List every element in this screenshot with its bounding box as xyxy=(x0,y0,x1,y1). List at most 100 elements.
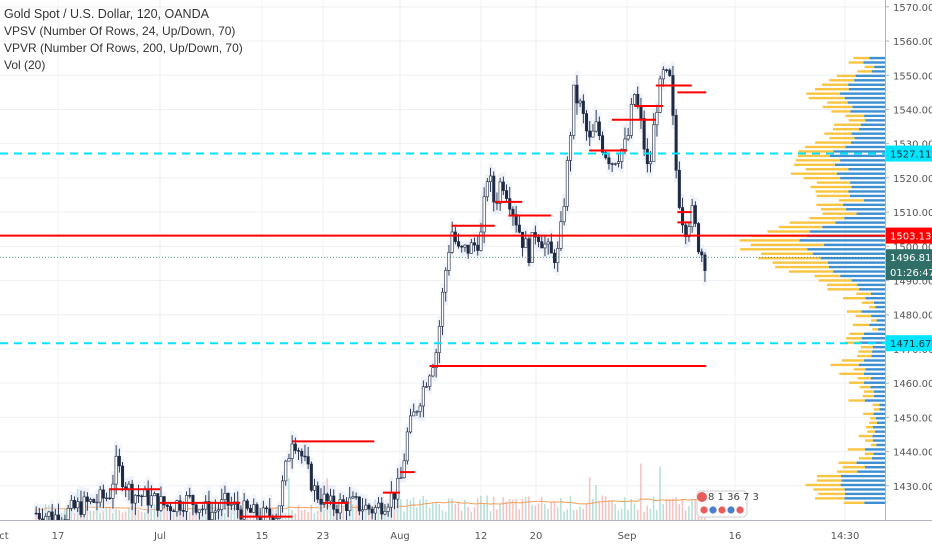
price-label-box xyxy=(886,335,932,352)
volume-bar xyxy=(400,499,402,520)
volume-bar xyxy=(224,513,226,520)
volume-bar xyxy=(92,510,95,520)
vp-bar-down xyxy=(851,279,885,282)
y-tick-label: 1440.000 xyxy=(893,448,932,459)
volume-bar xyxy=(451,498,453,520)
candle-body xyxy=(127,483,131,490)
volume-bar xyxy=(553,502,556,520)
vp-bar-down xyxy=(840,159,885,162)
candle-body xyxy=(380,502,384,515)
volume-bar xyxy=(140,511,143,520)
horizontal-lines xyxy=(0,152,885,345)
vp-bar-down xyxy=(852,105,885,109)
vp-bar-down xyxy=(870,385,885,389)
vp-bar-down xyxy=(864,381,885,384)
price-label-text: 1471.679 xyxy=(890,339,932,350)
vp-bar-down xyxy=(863,372,885,376)
vp-bar-up xyxy=(816,181,851,184)
vp-bar-up xyxy=(858,434,873,438)
vp-bar-up xyxy=(767,230,810,233)
candle-body xyxy=(329,495,333,502)
vp-bar-up xyxy=(739,239,800,242)
vp-bar-up xyxy=(794,163,835,166)
legend-indicator[interactable]: VPVR (Number Of Rows, 200, Up/Down, 70) xyxy=(4,41,243,55)
vp-bar-up xyxy=(861,301,874,304)
candle-body xyxy=(601,135,605,153)
y-tick-label: 1540.000 xyxy=(893,105,932,116)
candle-body xyxy=(313,485,317,491)
vp-bar-up xyxy=(873,408,880,411)
vp-bar-down xyxy=(876,319,885,322)
volume-bar xyxy=(528,496,530,520)
vp-bar-down xyxy=(865,297,885,300)
candle-body xyxy=(623,138,627,150)
candle-body xyxy=(140,495,144,498)
y-tick-label: 1460.000 xyxy=(893,379,932,390)
vp-bar-up xyxy=(841,359,864,362)
volume-bar xyxy=(272,507,274,520)
vp-bar-down xyxy=(878,328,885,331)
badge-circle-icon xyxy=(708,505,718,515)
vp-bar-up xyxy=(869,305,876,309)
segment-levels xyxy=(109,84,707,518)
vp-bar-up xyxy=(864,65,875,69)
volume-bar xyxy=(444,511,447,520)
volume-bar xyxy=(668,499,671,520)
candle-body xyxy=(335,508,339,514)
candle-body xyxy=(425,386,429,388)
vp-bar-up xyxy=(848,381,865,384)
volume-bar xyxy=(425,499,428,520)
vp-bar-up xyxy=(818,492,845,496)
candle-body xyxy=(361,509,365,512)
volume-bar xyxy=(44,503,47,520)
vp-bar-down xyxy=(873,412,885,416)
volume-bar xyxy=(684,510,687,520)
candles xyxy=(33,61,708,542)
vp-bar-up xyxy=(814,274,841,278)
volume-bar xyxy=(188,511,191,520)
volume-bar xyxy=(358,512,361,520)
vp-bar-up xyxy=(863,390,874,393)
y-tick-label: 1430.000 xyxy=(893,482,932,493)
candle-body xyxy=(450,231,454,253)
volume-bar xyxy=(467,506,469,520)
legend-indicator[interactable]: VPSV (Number Of Rows, 24, Up/Down, 70) xyxy=(4,24,236,38)
candle-body xyxy=(82,496,86,515)
volume-ma-line xyxy=(35,498,706,512)
candle-body xyxy=(613,163,617,165)
vp-bar-up xyxy=(822,105,853,109)
candle-body xyxy=(133,494,137,504)
candle-body xyxy=(217,509,221,512)
vp-bar-up xyxy=(870,443,877,447)
legend-indicator[interactable]: Vol (20) xyxy=(4,58,46,72)
vp-bar-down xyxy=(840,483,885,487)
x-tick-label: 15 xyxy=(256,531,269,542)
candle-body xyxy=(661,69,665,80)
vp-bar-up xyxy=(824,132,852,135)
vp-bar-down xyxy=(836,172,885,175)
x-tick-label: Sep xyxy=(618,531,637,542)
volume-bar xyxy=(108,506,111,520)
vp-bar-down xyxy=(873,390,885,393)
candle-body xyxy=(674,115,678,171)
candle-body xyxy=(693,205,697,224)
candle-body xyxy=(316,485,320,500)
volume-bar xyxy=(64,508,66,520)
vp-bar-down xyxy=(864,114,885,118)
vp-bar-down xyxy=(863,61,885,64)
volume-bar xyxy=(620,508,623,520)
candle-body xyxy=(114,455,118,485)
volume-bar xyxy=(230,504,233,520)
volume-bar xyxy=(598,501,601,520)
volume-bar xyxy=(163,505,165,520)
candle-body xyxy=(178,500,182,511)
candle-body xyxy=(364,504,368,511)
vp-bar-down xyxy=(844,492,885,496)
volume-bar xyxy=(544,503,546,520)
badge-dot-icon xyxy=(697,492,707,502)
volume-bar xyxy=(502,497,505,520)
candle-body xyxy=(527,238,531,263)
candle-body xyxy=(341,499,345,502)
